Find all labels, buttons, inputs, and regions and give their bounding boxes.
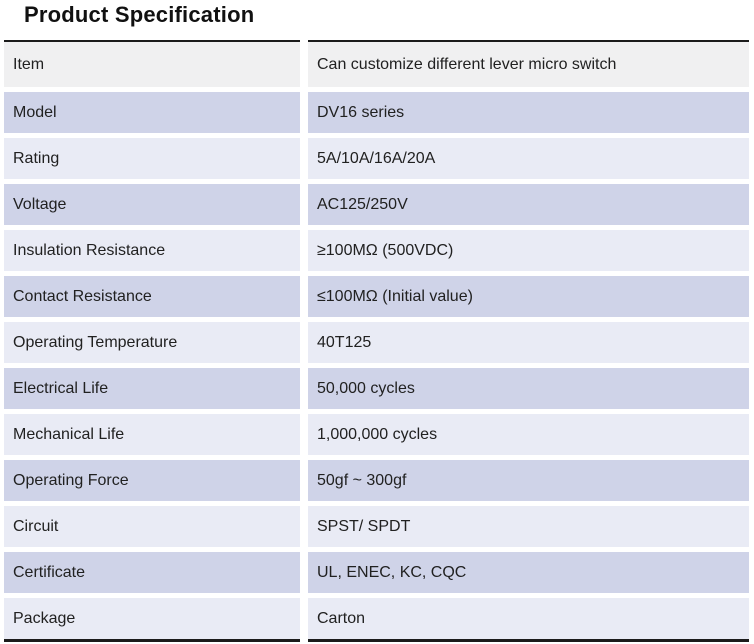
spec-label-rating: Rating — [4, 138, 300, 179]
spec-label-operating-force: Operating Force — [4, 460, 300, 501]
spec-label-voltage: Voltage — [4, 184, 300, 225]
spec-value-model: DV16 series — [308, 92, 749, 133]
spec-label-mechanical-life: Mechanical Life — [4, 414, 300, 455]
spec-value-electrical-life: 50,000 cycles — [308, 368, 749, 409]
spec-value-insulation-resistance: ≥100MΩ (500VDC) — [308, 230, 749, 271]
spec-label-certificate: Certificate — [4, 552, 300, 593]
spec-label-electrical-life: Electrical Life — [4, 368, 300, 409]
page-title: Product Specification — [24, 2, 255, 27]
spec-label-insulation-resistance: Insulation Resistance — [4, 230, 300, 271]
spec-label-operating-temperature: Operating Temperature — [4, 322, 300, 363]
spec-value-circuit: SPST/ SPDT — [308, 506, 749, 547]
product-spec-table: Item Can customize different lever micro… — [4, 40, 749, 642]
spec-value-rating: 5A/10A/16A/20A — [308, 138, 749, 179]
spec-value-contact-resistance: ≤100MΩ (Initial value) — [308, 276, 749, 317]
spec-header-value-cell: Can customize different lever micro swit… — [308, 40, 749, 87]
spec-value-certificate: UL, ENEC, KC, CQC — [308, 552, 749, 593]
spec-value-mechanical-life: 1,000,000 cycles — [308, 414, 749, 455]
spec-value-operating-force: 50gf ~ 300gf — [308, 460, 749, 501]
spec-value-package: Carton — [308, 598, 749, 642]
spec-header-label-cell: Item — [4, 40, 300, 87]
spec-value-voltage: AC125/250V — [308, 184, 749, 225]
spec-label-circuit: Circuit — [4, 506, 300, 547]
spec-label-package: Package — [4, 598, 300, 642]
spec-label-model: Model — [4, 92, 300, 133]
spec-value-operating-temperature: 40T125 — [308, 322, 749, 363]
spec-label-contact-resistance: Contact Resistance — [4, 276, 300, 317]
